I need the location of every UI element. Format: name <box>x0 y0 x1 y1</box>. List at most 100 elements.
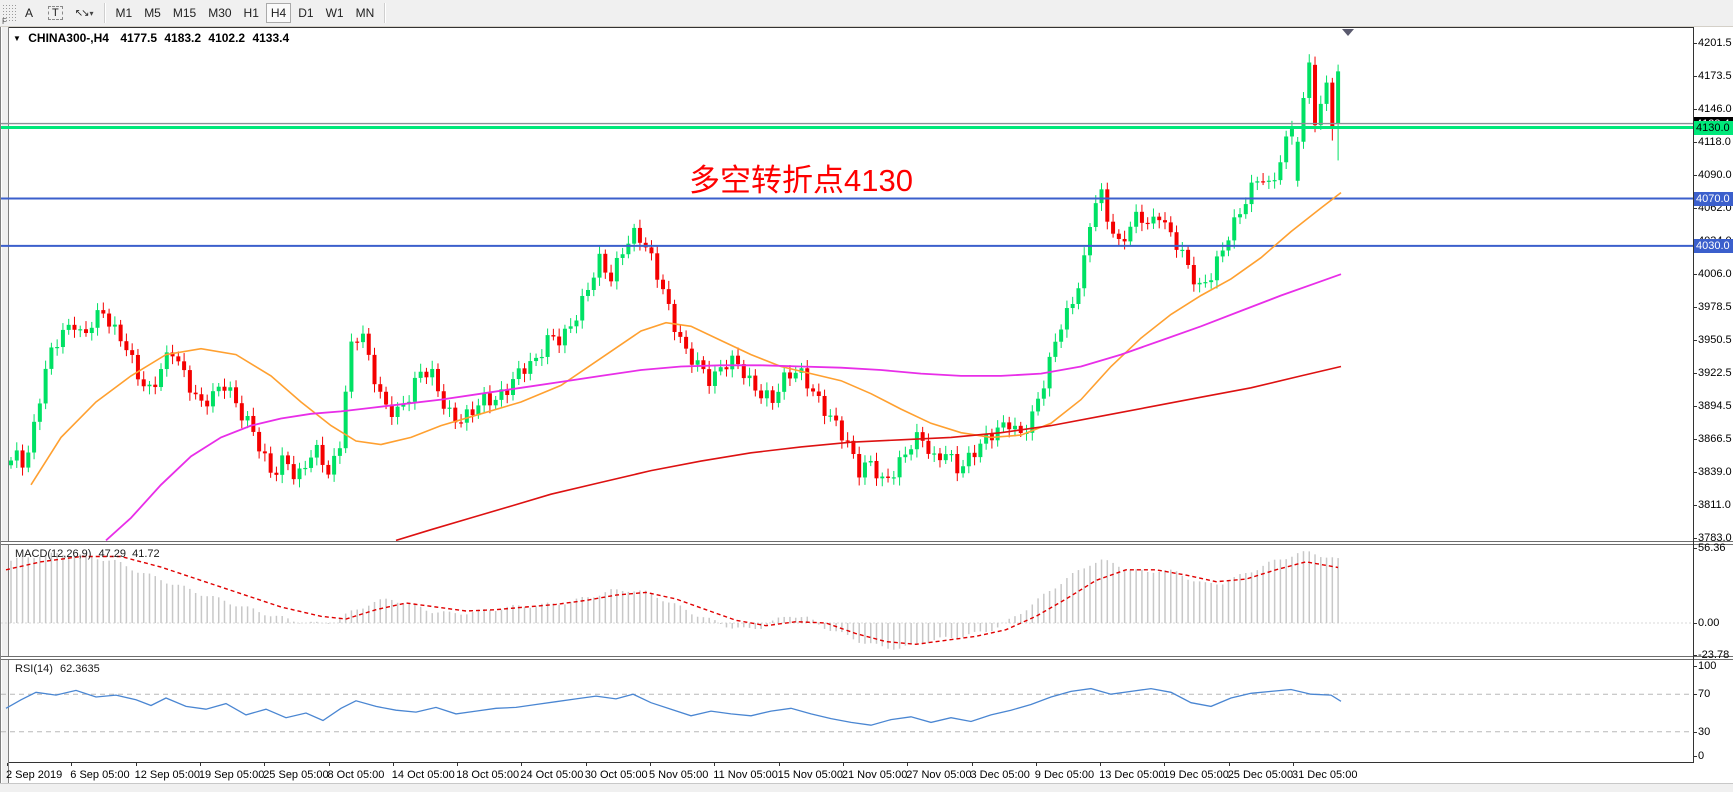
time-axis[interactable]: 2 Sep 2019 6 Sep 05:00 12 Sep 05:00 19 Sep … <box>1 763 1733 782</box>
macd-panel-canvas[interactable] <box>1 545 1693 656</box>
macd-histogram-group <box>10 551 1339 650</box>
date-tick-mark <box>1293 763 1294 766</box>
price-tag-4130.0: 4130.0 <box>1694 120 1733 135</box>
date-label: 12 Sep 05:00 <box>134 769 201 781</box>
price-tick: 3811.0 <box>1698 498 1731 511</box>
date-label: 5 Nov 05:00 <box>649 769 709 781</box>
arrows-tool-button[interactable]: ↖↘ ▾ <box>70 3 99 23</box>
tick-mark <box>1693 207 1697 209</box>
price-tick: 4201.5 <box>1698 36 1732 49</box>
window-bottom-strip <box>0 783 1733 792</box>
tick-mark <box>1693 694 1697 696</box>
price-axis-border <box>1693 27 1694 763</box>
macd-signal-line <box>5 555 1339 646</box>
rsi-label: RSI(14) 62.3635 <box>15 663 100 675</box>
ohlc-high: 4183.2 <box>164 31 202 45</box>
text-tool-icon: A <box>24 6 33 20</box>
date-tick-mark <box>650 763 651 766</box>
date-tick-mark <box>1228 763 1230 766</box>
chart-top-border <box>9 27 1693 28</box>
date-label: 18 Oct 05:00 <box>456 769 520 781</box>
chart-title: ▼ CHINA300-,H4 4177.5 4183.2 4102.2 4133… <box>13 31 289 45</box>
price-tick: 4173.5 <box>1698 70 1732 83</box>
date-tick-mark <box>971 763 973 766</box>
ma-slow-red <box>395 365 1342 541</box>
date-label: 15 Nov 05:00 <box>777 769 844 781</box>
tick-mark <box>1693 504 1697 506</box>
timeframe-button-H1[interactable]: H1 <box>243 6 259 20</box>
chart-annotation-text[interactable]: 多空转折点4130 <box>689 163 913 198</box>
separator-macd-rsi[interactable] <box>1 656 1733 660</box>
text-tool-button[interactable]: A <box>17 3 41 23</box>
tick-mark <box>1693 731 1697 733</box>
date-label: 25 Sep 05:00 <box>263 769 329 781</box>
date-label: 3 Dec 05:00 <box>970 769 1030 781</box>
ma-mid-magenta <box>105 273 1342 541</box>
separator-main-macd[interactable] <box>1 541 1733 545</box>
price-tick: 3783.0 <box>1698 531 1732 544</box>
tick-mark <box>1693 372 1697 374</box>
date-label: 27 Nov 05:00 <box>906 769 972 781</box>
chart-window: ▼ CHINA300-,H4 4177.5 4183.2 4102.2 4133… <box>0 27 1733 783</box>
macd-tick: -23.78 <box>1698 648 1730 661</box>
price-tick: 4146.0 <box>1698 102 1732 115</box>
price-tag-4030.0: 4030.0 <box>1694 238 1733 253</box>
macd-tick: 56.36 <box>1698 542 1726 554</box>
macd-value-main: 47.29 <box>98 548 127 560</box>
main-chart-canvas[interactable] <box>1 27 1693 541</box>
date-tick-mark <box>1164 763 1166 766</box>
shift-marker-icon <box>1342 29 1354 36</box>
macd-value-signal: 41.72 <box>132 548 160 560</box>
date-tick-mark <box>328 763 330 766</box>
date-label: 11 Nov 05:00 <box>713 769 778 781</box>
ohlc-close: 4133.4 <box>252 31 290 45</box>
timeframe-button-M5[interactable]: M5 <box>144 6 161 20</box>
macd-label: MACD(12,26,9) 47.29 41.72 <box>15 548 160 560</box>
rsi-panel-canvas[interactable] <box>1 660 1693 762</box>
date-label: 21 Nov 05:00 <box>841 769 908 781</box>
toolbar-separator <box>103 3 106 23</box>
rsi-value: 62.3635 <box>59 663 100 675</box>
date-label: 6 Sep 05:00 <box>70 769 130 781</box>
price-tick: 3866.5 <box>1698 433 1732 446</box>
price-tick: 4006.0 <box>1698 268 1732 281</box>
date-tick-mark <box>135 763 137 766</box>
timeframe-button-H4[interactable]: H4 <box>265 3 292 23</box>
chevron-down-icon: ▾ <box>89 8 94 18</box>
tick-mark <box>1693 76 1697 78</box>
date-tick-mark <box>457 763 459 766</box>
date-label: 31 Dec 05:00 <box>1292 769 1358 781</box>
date-tick-mark <box>714 763 716 766</box>
tick-mark <box>1693 274 1697 276</box>
timeframe-button-D1[interactable]: D1 <box>298 6 314 20</box>
date-label: 30 Oct 05:00 <box>584 769 648 781</box>
date-tick-mark <box>1035 763 1037 766</box>
horizontal-lines-group <box>1 122 1693 247</box>
symbol-dropdown-icon[interactable]: ▼ <box>13 34 21 43</box>
date-tick-mark <box>778 763 780 766</box>
label-tool-button[interactable]: T <box>43 3 68 23</box>
timeframe-button-M15[interactable]: M15 <box>172 6 197 20</box>
toolbar: F A T ↖↘ ▾ M1 M5 M15 M30 H1 H4 D1 W1 MN <box>0 0 1733 27</box>
date-tick-mark <box>199 763 201 766</box>
tick-mark <box>1693 548 1697 549</box>
rsi-tick: 30 <box>1698 725 1711 738</box>
tick-mark <box>1693 654 1697 656</box>
timeframe-button-M30[interactable]: M30 <box>208 6 232 20</box>
tick-mark <box>1693 756 1697 757</box>
tick-mark <box>1693 339 1697 341</box>
price-tick: 3922.5 <box>1698 366 1732 379</box>
macd-tick: 0.00 <box>1698 617 1720 629</box>
timeframe-button-MN[interactable]: MN <box>355 6 375 20</box>
timeframe-button-W1[interactable]: W1 <box>325 6 344 20</box>
chart-bottom-border <box>9 762 1693 763</box>
price-tick: 4118.0 <box>1698 135 1731 148</box>
toolbar-grip-icon[interactable]: F <box>2 4 16 26</box>
candles-group <box>9 54 1341 488</box>
timeframe-button-M1[interactable]: M1 <box>115 6 133 20</box>
price-tag-4070.0: 4070.0 <box>1694 191 1733 206</box>
moving-averages-group <box>30 191 1342 541</box>
date-label: 2 Sep 2019 <box>6 769 63 781</box>
tick-mark <box>1693 406 1697 408</box>
